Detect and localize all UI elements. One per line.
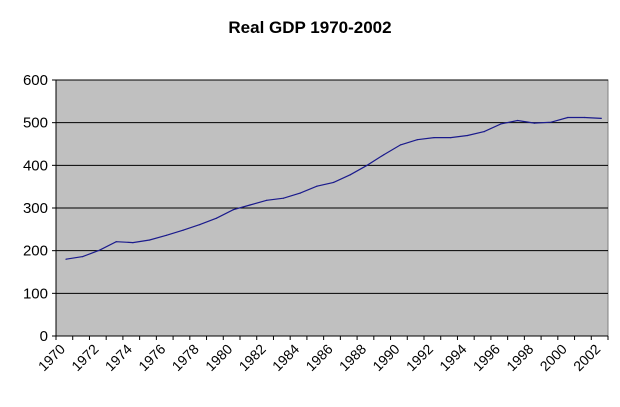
x-tick-label: 2002 bbox=[570, 341, 603, 374]
chart-title: Real GDP 1970-2002 bbox=[228, 18, 391, 37]
y-tick-label: 600 bbox=[23, 72, 48, 89]
y-tick-label: 300 bbox=[23, 200, 48, 217]
x-tick-label: 1972 bbox=[68, 341, 101, 374]
data-point bbox=[466, 134, 469, 137]
x-tick-label: 1982 bbox=[236, 341, 269, 374]
data-point bbox=[182, 229, 184, 231]
data-point bbox=[282, 197, 285, 199]
data-point bbox=[567, 116, 569, 119]
x-tick-label: 1974 bbox=[102, 341, 135, 374]
data-point bbox=[98, 249, 101, 251]
y-tick-label: 500 bbox=[23, 115, 48, 132]
data-point bbox=[550, 121, 552, 123]
data-point bbox=[383, 154, 385, 156]
data-point bbox=[349, 174, 351, 176]
data-point bbox=[399, 144, 402, 146]
data-point bbox=[82, 256, 84, 258]
x-tick-label: 1978 bbox=[169, 341, 202, 374]
x-tick-label: 1996 bbox=[470, 341, 503, 374]
x-tick-label: 1992 bbox=[403, 341, 436, 374]
data-point bbox=[366, 164, 368, 166]
data-point bbox=[232, 209, 234, 211]
y-tick-label: 100 bbox=[23, 285, 48, 302]
y-tick-label: 200 bbox=[23, 243, 48, 260]
x-tick-label: 1980 bbox=[202, 341, 235, 374]
data-point bbox=[517, 119, 519, 122]
data-point bbox=[500, 123, 502, 125]
data-point bbox=[333, 181, 335, 183]
data-point bbox=[316, 185, 318, 187]
data-point bbox=[149, 239, 151, 241]
data-point bbox=[583, 116, 586, 119]
x-tick-label: 2000 bbox=[537, 341, 570, 374]
data-point bbox=[65, 258, 67, 260]
data-point bbox=[199, 224, 201, 226]
data-point bbox=[215, 217, 218, 219]
x-tick-label: 1988 bbox=[336, 341, 369, 374]
data-point bbox=[266, 199, 268, 201]
data-point bbox=[433, 137, 435, 139]
data-point bbox=[483, 131, 485, 133]
x-tick-label: 1990 bbox=[369, 341, 402, 374]
data-point bbox=[132, 242, 134, 244]
data-point bbox=[416, 139, 418, 141]
x-tick-label: 1970 bbox=[35, 341, 68, 374]
y-tick-label: 0 bbox=[40, 328, 48, 345]
data-point bbox=[249, 204, 251, 206]
data-point bbox=[115, 241, 117, 243]
data-point bbox=[600, 117, 602, 119]
x-tick-label: 1976 bbox=[135, 341, 168, 374]
data-point bbox=[450, 137, 452, 139]
x-tick-label: 1994 bbox=[436, 341, 469, 374]
data-point bbox=[165, 234, 167, 236]
x-tick-label: 1986 bbox=[302, 341, 335, 374]
y-tick-label: 400 bbox=[23, 157, 48, 174]
data-point bbox=[533, 122, 536, 124]
x-tick-label: 1998 bbox=[503, 341, 536, 374]
data-point bbox=[299, 192, 301, 194]
x-tick-label: 1984 bbox=[269, 341, 302, 374]
